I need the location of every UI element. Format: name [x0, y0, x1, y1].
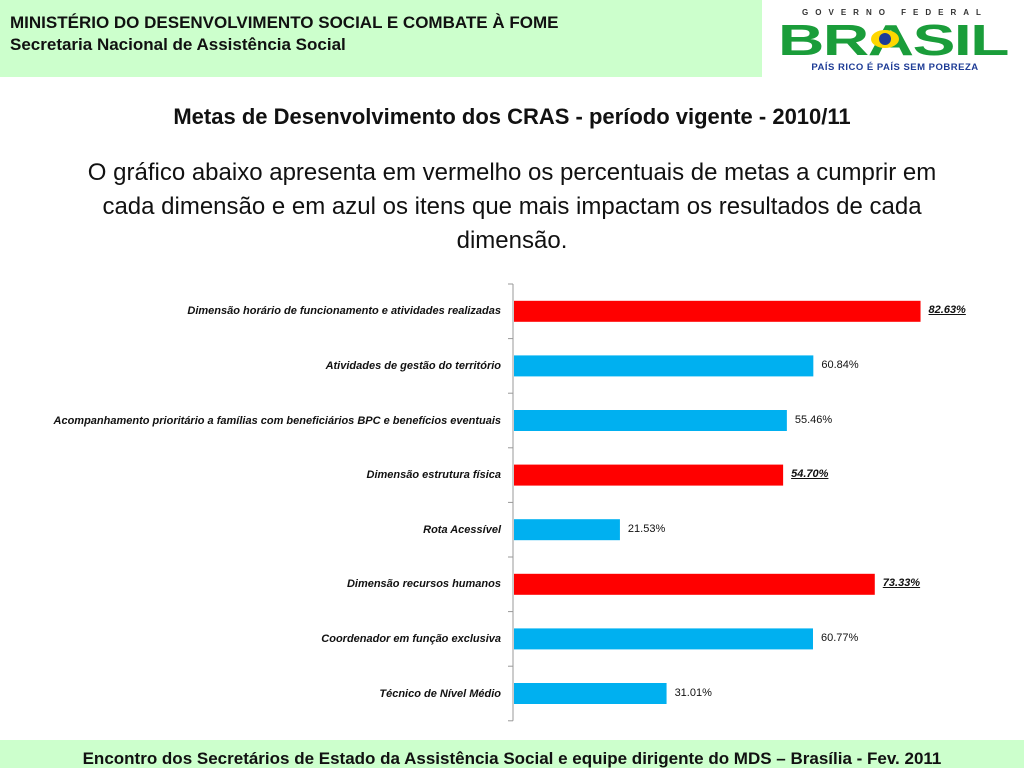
- category-label: Atividades de gestão do território: [325, 359, 501, 372]
- value-label: 21.53%: [627, 522, 666, 535]
- cras-goals-bar-chart: Dimensão horário de funcionamento e ativ…: [0, 280, 1024, 730]
- value-label: 73.33%: [882, 577, 921, 590]
- governo-federal-logo: GOVERNO FEDERAL BRASIL PAÍS RICO É PAÍS …: [766, 0, 1024, 77]
- brasil-logo-graphic: GOVERNO FEDERAL BRASIL PAÍS RICO É PAÍS …: [778, 8, 1009, 73]
- logo-slogan: PAÍS RICO É PAÍS SEM POBREZA: [811, 62, 978, 73]
- value-label: 31.01%: [674, 686, 712, 699]
- value-label: 60.77%: [820, 631, 859, 644]
- slide-title: Metas de Desenvolvimento dos CRAS - perí…: [173, 104, 851, 129]
- category-label: Rota Acessível: [423, 523, 501, 536]
- category-label: Dimensão recursos humanos: [346, 578, 501, 591]
- category-label: Dimensão estrutura física: [366, 469, 502, 482]
- bar: [514, 573, 875, 595]
- chart-plot-area: [508, 283, 921, 722]
- bar: [514, 519, 620, 541]
- bar: [514, 410, 787, 431]
- bar: [514, 464, 784, 486]
- brazil-flag-icon: [871, 30, 899, 48]
- secretariat-name: Secretaria Nacional de Assistência Socia…: [10, 35, 346, 54]
- value-label: 82.63%: [928, 304, 966, 317]
- value-label: 55.46%: [794, 413, 833, 426]
- logo-top-text: GOVERNO FEDERAL: [802, 8, 988, 17]
- header-banner: MINISTÉRIO DO DESENVOLVIMENTO SOCIAL E C…: [0, 0, 764, 77]
- footer-banner: Encontro dos Secretários de Estado da As…: [0, 740, 1024, 768]
- category-label: Coordenador em função exclusiva: [321, 632, 501, 645]
- slide-description: O gráfico abaixo apresenta em vermelho o…: [87, 159, 937, 254]
- value-label: 54.70%: [791, 468, 829, 481]
- bar: [514, 683, 667, 704]
- bar: [514, 300, 921, 322]
- ministry-name: MINISTÉRIO DO DESENVOLVIMENTO SOCIAL E C…: [10, 13, 559, 32]
- category-label: Acompanhamento prioritário a famílias co…: [53, 414, 501, 427]
- value-label: 60.84%: [821, 358, 859, 371]
- category-label: Técnico de Nível Médio: [379, 687, 501, 700]
- bar: [514, 628, 813, 650]
- category-label: Dimensão horário de funcionamento e ativ…: [187, 305, 501, 318]
- bar: [514, 355, 814, 377]
